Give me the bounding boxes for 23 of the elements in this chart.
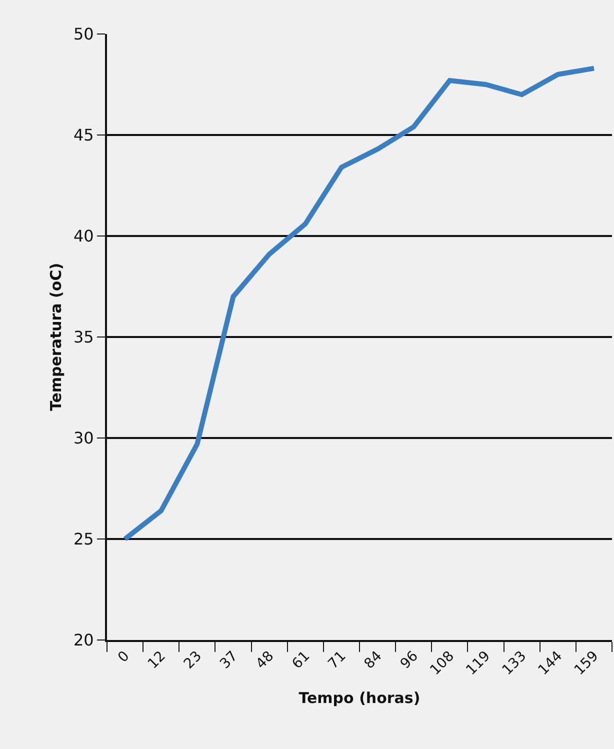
y-tick-label: 40 [73, 226, 94, 246]
x-tick-label: 159 [572, 648, 602, 678]
y-tick-label: 30 [73, 428, 94, 448]
x-tick-label: 61 [289, 648, 314, 672]
x-tick-label: 144 [535, 648, 566, 678]
x-tick-label: 133 [499, 648, 530, 678]
x-tick-label: 108 [427, 648, 458, 678]
y-tick-label: 50 [73, 24, 94, 44]
x-tick-label: 0 [115, 648, 133, 666]
x-tick-label: 119 [463, 648, 494, 678]
x-tick-label: 23 [181, 648, 205, 672]
x-tick-label: 12 [144, 648, 169, 672]
y-tick-label: 20 [73, 630, 94, 650]
y-tick-label: 25 [73, 530, 94, 549]
x-tick-label: 96 [397, 648, 422, 672]
x-tick-label: 71 [325, 648, 350, 672]
y-tick-label: 35 [73, 328, 94, 347]
y-axis-title: Temperatura (oC) [47, 262, 66, 412]
y-tick-label: 45 [73, 126, 94, 145]
x-tick-label: 84 [361, 648, 386, 672]
x-tick-label: 37 [217, 648, 242, 672]
x-tick-label: 48 [253, 648, 278, 672]
x-axis-title: Tempo (horas) [298, 688, 420, 707]
